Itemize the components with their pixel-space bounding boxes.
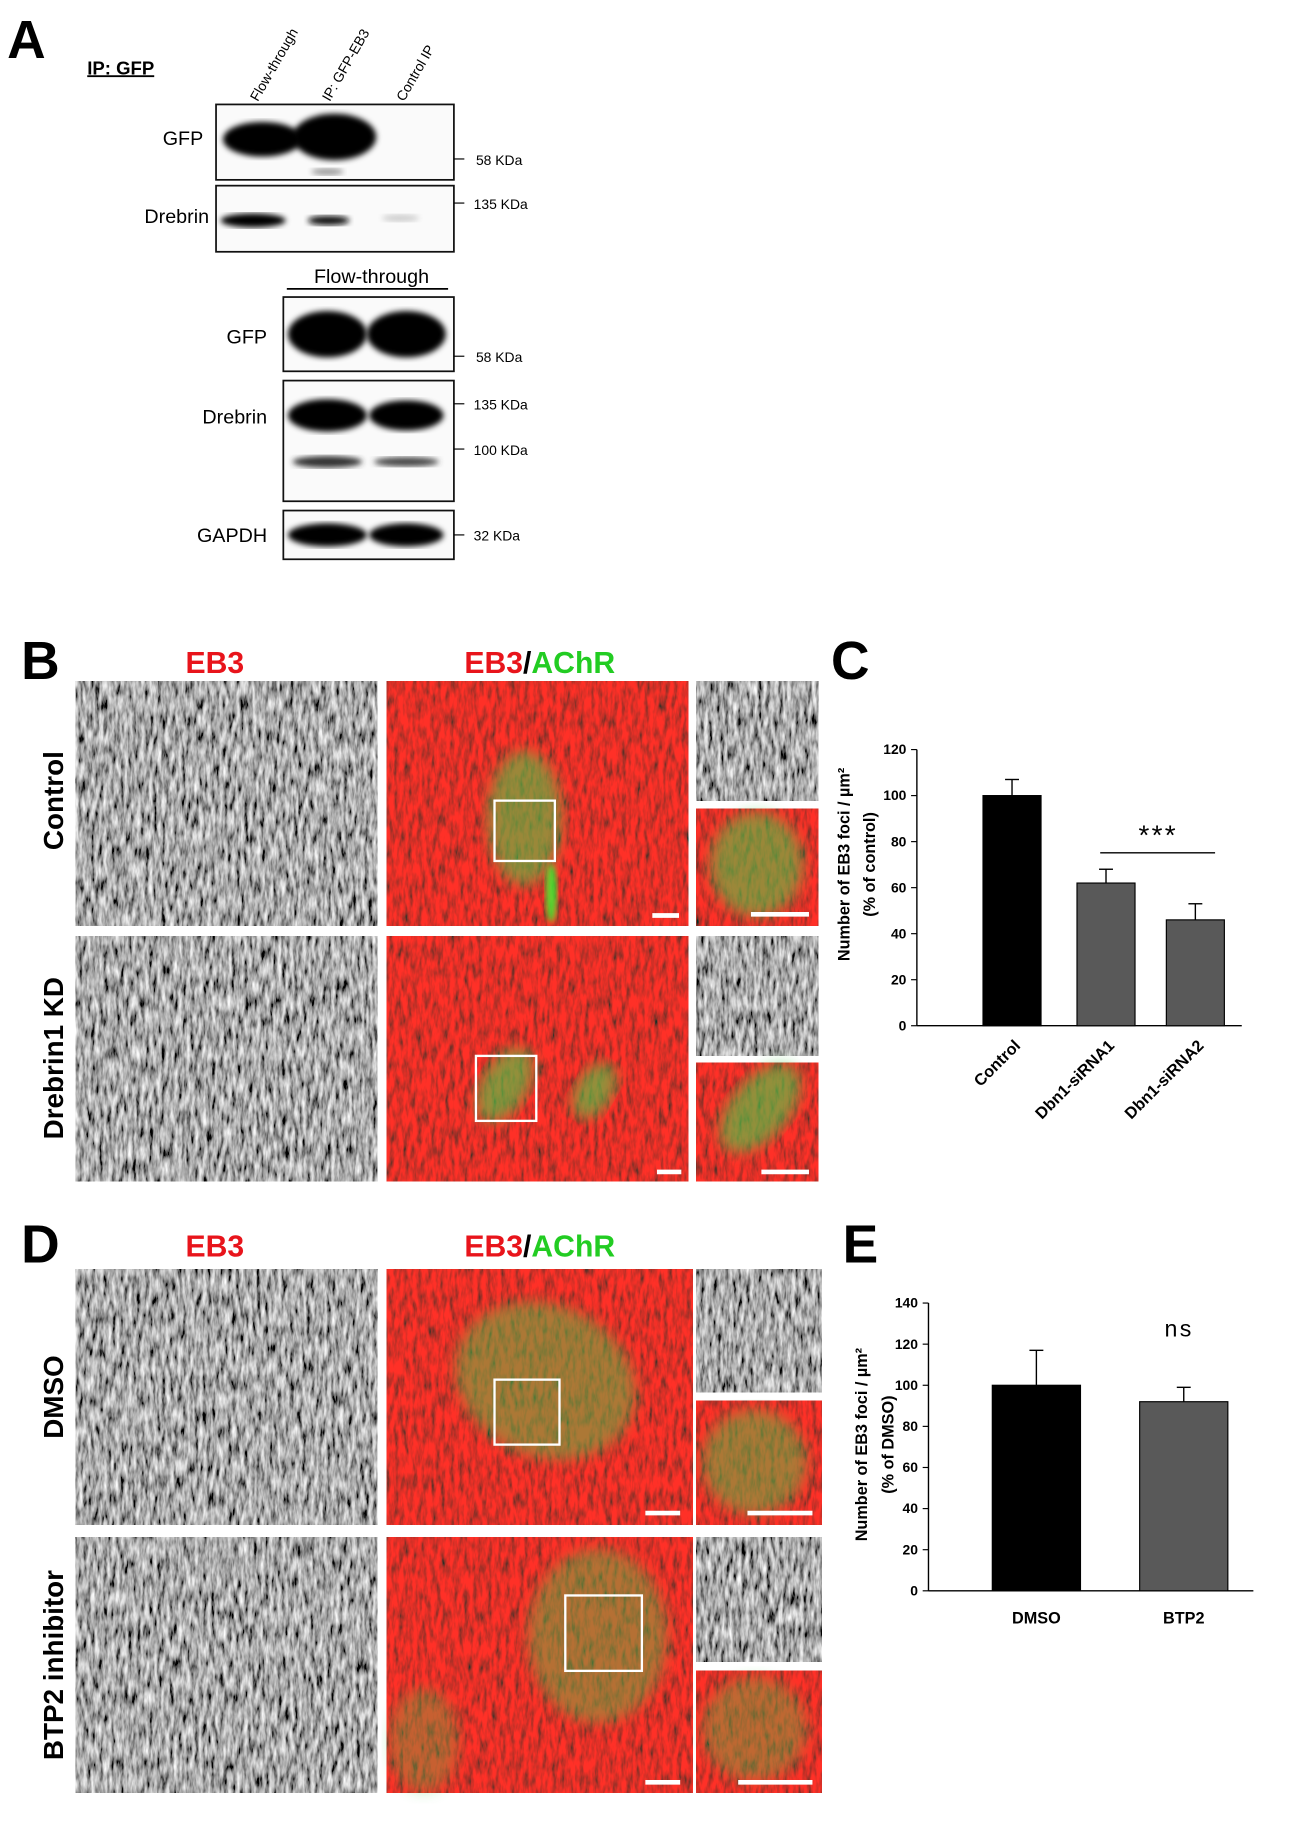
y-tick-label: 20 [891,971,907,987]
y-tick-label: 140 [895,1295,918,1311]
channel-header: EB3 [186,1231,245,1264]
bar [1139,1401,1229,1592]
mw-marker: 100 KDa [474,442,528,458]
ip-label: IP: GFP [87,57,154,78]
y-tick-label: 40 [891,925,907,941]
blot-row-label: GFP [163,128,204,150]
panel-label: A [7,11,46,70]
row-label: BTP2 inhibitor [38,1570,69,1760]
y-tick-label: 0 [910,1582,918,1598]
channel-label: AChR [531,647,615,680]
mw-marker: 58 KDa [476,152,523,168]
separator: / [523,1231,532,1264]
y-tick-label: 0 [899,1017,907,1033]
y-tick-label: 120 [895,1336,918,1352]
y-tick-label: 100 [883,787,906,803]
bar [1165,919,1225,1027]
x-tick-label: Dbn1-siRNA1 [1032,1037,1118,1123]
y-tick-label: 60 [903,1459,919,1475]
significance-label: *** [1138,820,1177,851]
y-tick-label: 100 [895,1377,918,1393]
x-tick-label: Control [971,1037,1025,1091]
panel-label: D [21,1215,60,1274]
bar [1076,882,1136,1027]
row-label: Control [38,751,69,850]
channel-label: AChR [531,1231,615,1264]
x-tick-label: DMSO [1012,1609,1061,1627]
lane-label: IP: GFP-EB3 [318,26,372,104]
bar [991,1384,1082,1592]
channel-header: EB3 [186,647,245,680]
blot-row-label: GFP [227,326,268,348]
y-axis-label: (% of control) [861,812,879,917]
bar [982,795,1042,1027]
y-tick-label: 80 [891,833,907,849]
y-axis-label: Number of EB3 foci / µm² [836,767,854,961]
y-tick-label: 60 [891,879,907,895]
row-label: DMSO [38,1355,69,1439]
mw-marker: 135 KDa [474,196,528,212]
blot-row-label: Drebrin [202,407,267,429]
channel-label: EB3 [464,647,523,680]
y-tick-label: 40 [903,1500,919,1516]
panel-label: B [21,632,60,691]
y-tick-label: 20 [903,1541,919,1557]
y-tick-label: 120 [883,741,906,757]
lane-label: Flow-through [247,25,301,103]
blot [282,296,465,561]
x-tick-label: BTP2 [1163,1609,1205,1627]
blot [215,103,465,253]
blot-row-label: Drebrin [144,206,209,228]
significance-label: ns [1165,1316,1194,1342]
x-tick-label: Dbn1-siRNA2 [1121,1037,1207,1123]
blot-row-label: GAPDH [197,525,267,547]
y-axis-label: (% of DMSO) [880,1395,898,1493]
lane-label: Control IP [393,42,438,104]
panel-label: C [831,632,870,691]
micrographs [75,1269,822,1793]
mw-marker: 32 KDa [474,528,521,544]
channel-label: EB3 [464,1231,523,1264]
separator: / [523,647,532,680]
row-label: Drebrin1 KD [38,977,69,1139]
y-axis-label: Number of EB3 foci / µm² [853,1347,871,1541]
channel-header: EB3/AChR [464,647,615,680]
mw-marker: 135 KDa [474,397,528,413]
panel-label: E [843,1215,879,1274]
micrographs [75,681,819,1182]
channel-header: EB3/AChR [464,1231,615,1264]
mw-marker: 58 KDa [476,349,523,365]
flow-through-label: Flow-through [314,266,429,288]
y-tick-label: 80 [903,1418,919,1434]
